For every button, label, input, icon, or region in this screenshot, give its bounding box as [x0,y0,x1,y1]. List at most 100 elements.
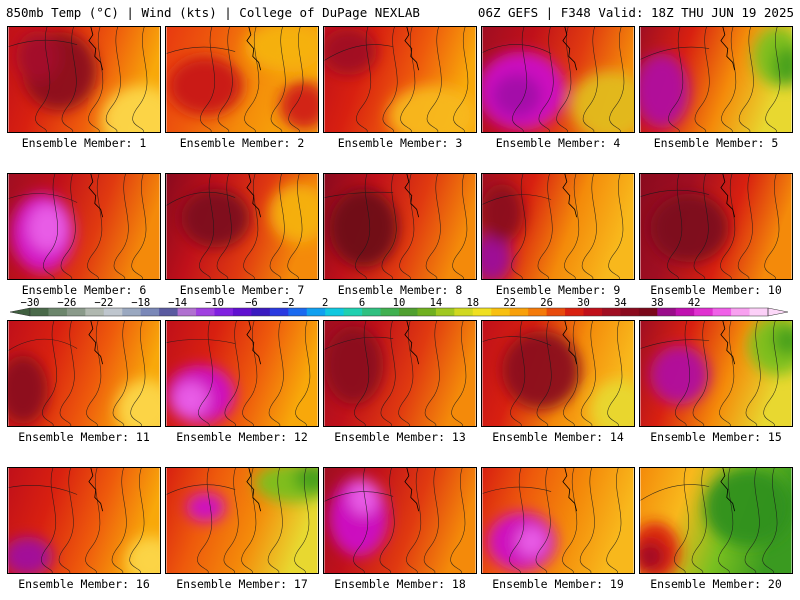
ensemble-member-panel: Ensemble Member: 3 [323,26,477,150]
contour-line [608,174,624,279]
temperature-anomaly-blobs [640,27,792,129]
contour-line [693,174,709,279]
contour-line [674,468,690,573]
colorbar-swatch [48,308,68,316]
height-contours [324,174,468,279]
colorbar-swatch [694,308,714,316]
contour-line [41,468,57,573]
contour-line [692,321,708,426]
colorbar-swatch [472,308,492,316]
colorbar-tick-label: 42 [688,297,701,309]
height-contours [482,27,625,132]
contour-line [482,194,552,205]
temperature-blob [482,232,512,279]
contour-line [353,468,369,573]
colorbar-swatch [601,308,621,316]
contour-line [535,468,551,573]
temperature-anomaly-blobs [329,477,389,557]
contour-line [765,27,781,132]
colorbar-swatch [343,308,363,316]
colorbar-swatch [30,308,49,316]
contour-line [380,321,396,426]
temperature-map [639,467,793,574]
temperature-map [7,173,161,280]
colorbar-swatch [196,308,215,316]
height-contours [8,174,147,279]
coastline [562,468,578,512]
coastline [246,174,262,218]
contour-line [763,321,779,426]
ensemble-member-panel: Ensemble Member: 20 [639,467,793,591]
ensemble-member-panel: Ensemble Member: 15 [639,320,793,444]
temperature-anomaly-blobs [166,365,236,425]
ensemble-member-label: Ensemble Member: 15 [650,430,782,444]
contour-line [198,321,214,426]
ensemble-member-label: Ensemble Member: 19 [492,577,624,591]
temperature-blob [388,85,476,132]
contour-line [562,468,578,573]
contour-line [400,27,416,132]
contour-line [86,321,102,426]
contour-line [424,321,440,426]
height-contours [166,468,310,573]
colorbar-frame [29,307,769,317]
contour-line [60,174,76,279]
coastline [720,174,736,218]
chart-title: 850mb Temp (°C) | Wind (kts) | College o… [6,5,420,20]
contour-line [42,321,58,426]
colorbar-tick-label: 2 [322,297,328,309]
contour-line [356,27,372,132]
contour-line [511,174,527,279]
height-contours [640,321,779,426]
temperature-map [7,320,161,427]
run-valid-time: 06Z GEFS | F348 Valid: 18Z THU JUN 19 20… [477,5,794,20]
contour-line [105,27,121,132]
height-contours [482,174,624,279]
ensemble-member-panel: Ensemble Member: 2 [165,26,319,150]
colorbar-swatch [417,308,437,316]
colorbar-tick-label: 34 [614,297,627,309]
height-contours [640,174,780,279]
temperature-blob [181,188,250,248]
contour-line [131,174,147,279]
contour-line [324,191,394,198]
contour-line [242,321,258,426]
coastline [404,468,420,512]
contour-line [640,484,710,501]
height-contours [324,468,466,573]
ensemble-member-label: Ensemble Member: 1 [21,136,147,150]
temperature-blob [324,27,377,76]
temperature-blob [650,345,710,405]
contour-line [451,321,467,426]
contour-line [8,338,78,351]
coastline [246,468,262,512]
contour-line [744,468,760,573]
height-contours [8,468,145,573]
colorbar-swatch [454,308,474,316]
colorbar-swatch [232,308,252,316]
temperature-anomaly-blobs [482,51,634,132]
coastline [720,468,736,512]
temperature-blob [640,541,665,572]
height-contours [8,27,148,132]
ensemble-member-label: Ensemble Member: 7 [179,283,305,297]
colorbar-swatch [583,308,603,316]
ensemble-member-panel: Ensemble Member: 18 [323,467,477,591]
colorbar-swatch [159,308,178,316]
coastline [88,321,104,365]
colorbar-swatch [214,308,234,316]
contour-line [675,321,691,426]
coastline [246,27,262,71]
coastline [404,321,420,365]
colorbar-tick-label: 38 [651,297,664,309]
contour-line [609,27,625,132]
colorbar-swatch [325,308,345,316]
coastline [404,174,420,218]
contour-line [452,174,468,279]
contour-line [691,468,707,573]
colorbar-swatch [269,308,289,316]
contour-line [8,193,78,203]
contour-line [579,468,595,573]
colorbar-swatch [546,308,566,316]
temperature-anomaly-blobs [324,27,476,132]
